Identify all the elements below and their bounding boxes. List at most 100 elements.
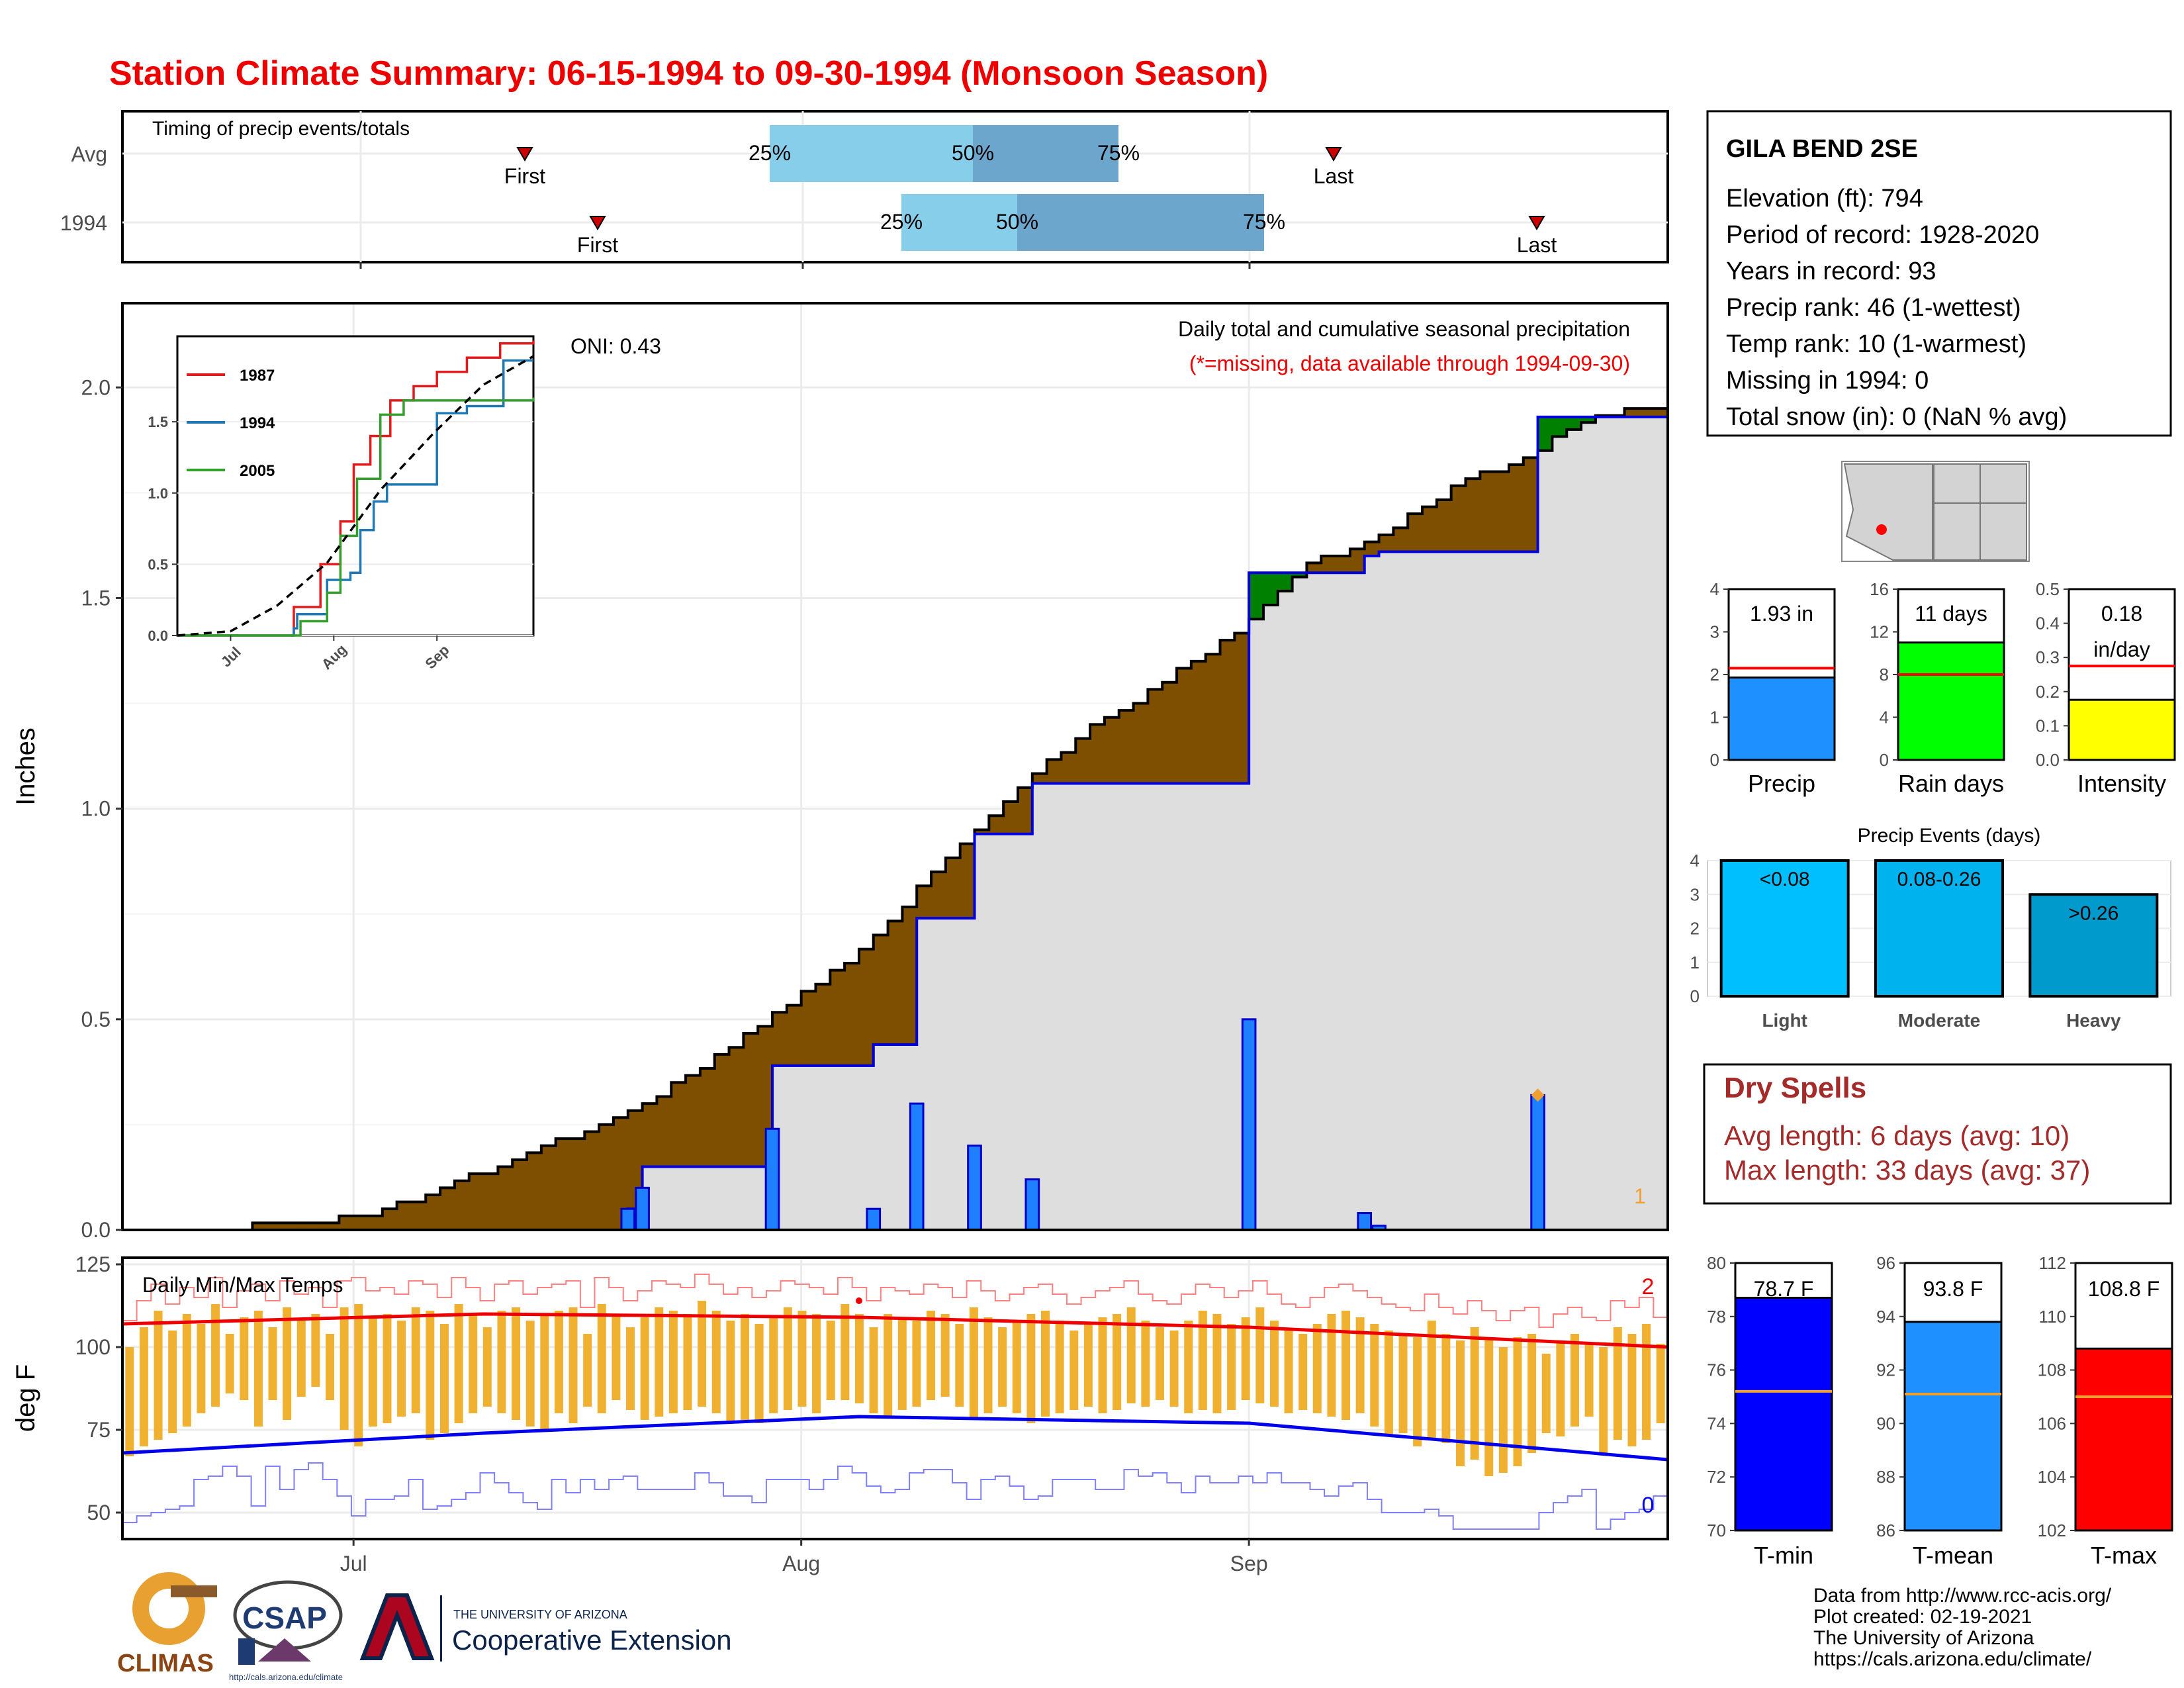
daily-temp-bar [998, 1327, 1007, 1407]
daily-temp-bar [182, 1314, 191, 1427]
temps-count-high: 2 [1642, 1274, 1655, 1299]
summary-ytick: 4 [1710, 579, 1719, 599]
deficit-band [815, 984, 831, 1066]
deficit-band [483, 1174, 498, 1230]
timing-iqr-dark [1017, 194, 1264, 251]
temp-summary-ytick: 104 [2038, 1467, 2066, 1487]
deficit-band [339, 1215, 354, 1230]
temp-summary-ytick: 78 [1707, 1307, 1726, 1327]
event-bar-name: Heavy [2066, 1010, 2121, 1031]
deficit-band [1465, 479, 1480, 552]
deficit-band [830, 970, 845, 1066]
deficit-band [353, 1215, 369, 1230]
summary-ytick: 16 [1870, 579, 1889, 599]
deficit-band [1234, 633, 1250, 784]
temp-summary-ytick: 92 [1876, 1360, 1895, 1380]
summary-ytick: 0 [1710, 750, 1719, 770]
daily-precip-bar [620, 1207, 636, 1231]
temp-summary-bar [2074, 1347, 2173, 1532]
deficit-band [1133, 703, 1148, 784]
daily-temp-bar [1083, 1324, 1093, 1407]
deficit-band [555, 1139, 570, 1230]
daily-temp-bar [1355, 1317, 1365, 1413]
daily-temp-bar [439, 1324, 449, 1433]
summary-ytick: 0.4 [2036, 614, 2060, 633]
deficit-band [295, 1223, 311, 1230]
daily-temp-bar [1012, 1321, 1021, 1413]
daily-temp-bar [1241, 1317, 1250, 1400]
daily-temp-bar [426, 1311, 435, 1440]
timing-p50: 50% [952, 141, 994, 165]
daily-temp-bar [927, 1311, 936, 1400]
daily-temp-bar [1227, 1324, 1236, 1410]
daily-temp-bar [1527, 1334, 1537, 1453]
record-high-line [122, 1274, 1668, 1328]
summary-value-unit: in/day [2093, 637, 2150, 661]
temp-summary-ytick: 86 [1876, 1521, 1895, 1540]
daily-temp-bar [340, 1307, 349, 1430]
record-low-line [122, 1462, 1668, 1530]
daily-temp-bar [1541, 1354, 1551, 1433]
daily-temp-bar [1627, 1334, 1637, 1446]
daily-precip-bar [967, 1145, 982, 1231]
deficit-band [873, 935, 889, 1045]
daily-precip-bar [909, 1102, 925, 1231]
deficit-band [498, 1166, 513, 1230]
deficit-band [599, 1124, 614, 1230]
events-ytick: 0 [1690, 986, 1700, 1006]
daily-temp-bar [354, 1304, 363, 1446]
cumulative-area [122, 416, 1668, 1231]
daily-temp-bar [698, 1301, 707, 1407]
timing-first-marker [589, 216, 606, 230]
station-name: GILA BEND 2SE [1726, 135, 1918, 163]
daily-temp-bar [268, 1327, 277, 1400]
deficit-band [570, 1139, 585, 1230]
daily-temp-bar [1327, 1314, 1336, 1417]
deficit-band [527, 1152, 542, 1230]
temp-summary-value: 93.8 F [1923, 1277, 1983, 1301]
daily-temp-bar [283, 1307, 292, 1420]
daily-temp-bar [139, 1327, 148, 1446]
deficit-band [1451, 485, 1466, 552]
deficit-band [974, 829, 989, 834]
event-bar-label: <0.08 [1760, 868, 1810, 890]
station-info-line: Elevation (ft): 794 [1726, 185, 1923, 212]
temp-summary-ytick: 90 [1876, 1413, 1895, 1433]
station-info-line: Period of record: 1928-2020 [1726, 221, 2039, 249]
daily-temp-bar [482, 1327, 492, 1407]
deficit-band [440, 1188, 455, 1230]
daily-temp-bar [154, 1311, 163, 1440]
daily-temp-bar [397, 1321, 406, 1417]
timing-p25: 25% [749, 141, 791, 165]
deficit-band [1075, 738, 1091, 784]
deficit-band [1003, 802, 1019, 834]
temps-ylabel: deg F [11, 1364, 40, 1432]
precip-ylabel: Inches [11, 727, 40, 806]
daily-temp-bar [969, 1307, 978, 1420]
timing-last-label: Last [1517, 233, 1557, 257]
daily-temp-bar [1484, 1337, 1494, 1476]
temps-ytick: 100 [75, 1335, 111, 1359]
footer-line: The University of Arizona [1813, 1627, 2034, 1649]
deficit-band [382, 1209, 398, 1230]
inset-ytick: 1.5 [148, 414, 168, 430]
timing-p75: 75% [1243, 210, 1285, 234]
daily-temp-bar [1041, 1311, 1050, 1417]
deficit-band [454, 1180, 470, 1230]
inset-legend-label: 2005 [240, 462, 275, 480]
daily-temp-bar [1556, 1340, 1565, 1436]
daily-temp-bar [311, 1314, 320, 1387]
daily-precip-bar [1241, 1018, 1257, 1231]
daily-temp-bar [383, 1314, 392, 1423]
temp-summary-bar [1734, 1297, 1833, 1532]
daily-temp-bar [1570, 1334, 1579, 1427]
daily-temp-bar [912, 1321, 921, 1407]
summary-value-bar [2068, 698, 2176, 761]
daily-temp-bar [211, 1304, 220, 1407]
daily-temp-bar [540, 1314, 549, 1430]
precip-panel: 0.0 0.5 1.0 1.5 2.0 Inches ONI: 0.43 Daily t… [11, 302, 1669, 1242]
daily-temp-bar [1069, 1331, 1079, 1410]
deficit-band [1508, 464, 1524, 552]
missing-count: 1 [1634, 1184, 1646, 1208]
